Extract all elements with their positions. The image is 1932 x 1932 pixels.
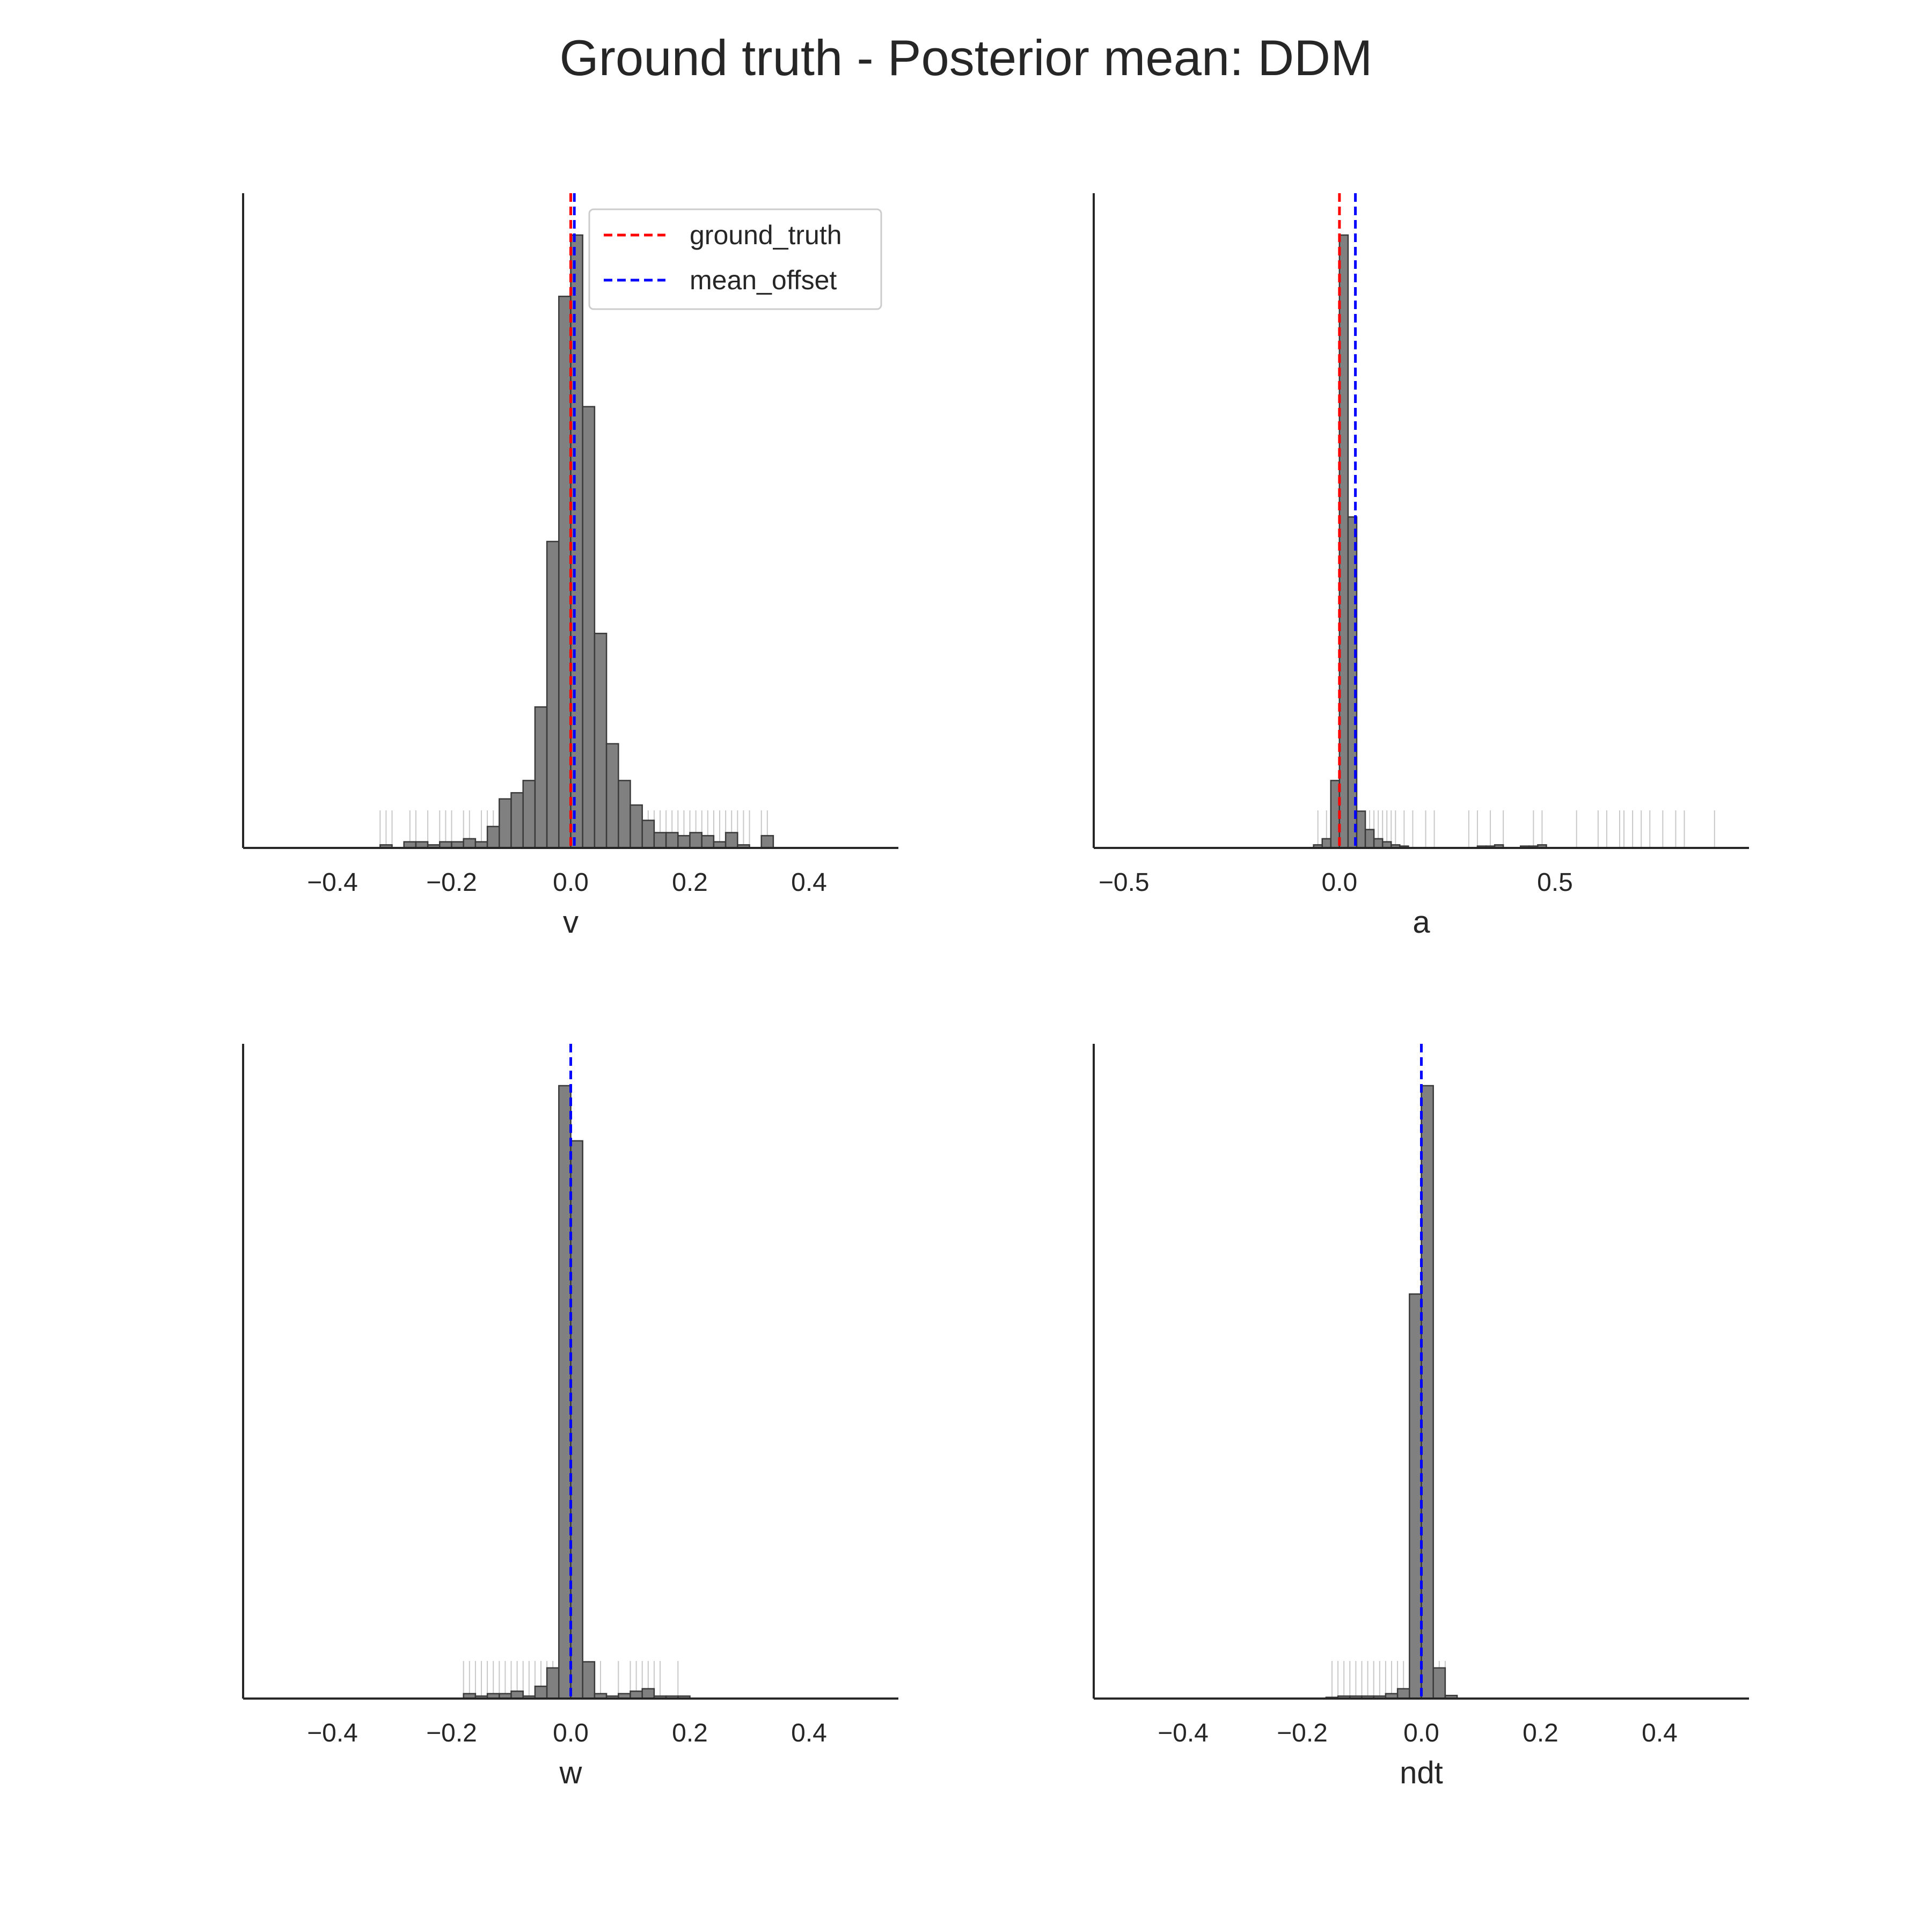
x-tick-label: 0.2	[672, 868, 708, 897]
subplot-w: −0.4 −0.2 0.0 0.2 0.4 w	[242, 1044, 898, 1790]
histogram-bar	[605, 743, 619, 849]
x-tick-label: −0.2	[426, 868, 477, 897]
x-tick-label: 0.2	[672, 1719, 708, 1747]
histogram-bar	[510, 1690, 524, 1700]
histogram-bar	[1396, 1688, 1410, 1700]
subplot-grid: −0.4 −0.2 0.0 0.2 0.4 v ground_truth mean_offse…	[242, 193, 1749, 1790]
x-tick-label: −0.4	[1158, 1719, 1209, 1747]
histogram-bar	[641, 819, 655, 849]
histogram-bar	[463, 838, 477, 849]
figure-title: Ground truth - Posterior mean: DDM	[560, 30, 1373, 86]
histogram-bar	[618, 780, 631, 849]
histogram-bar	[546, 1667, 560, 1700]
histogram-bar	[1321, 838, 1332, 849]
histogram-bar	[1409, 1293, 1422, 1700]
x-tick-label: 0.2	[1523, 1719, 1558, 1747]
histogram-bar	[582, 406, 596, 849]
histogram-bar	[570, 1140, 583, 1700]
histogram-bar	[534, 706, 548, 849]
histogram-bar	[546, 540, 560, 849]
histogram-bar	[630, 1690, 643, 1700]
x-tick-label: −0.5	[1099, 868, 1150, 897]
x-tick-label: 0.0	[553, 1719, 589, 1747]
histogram-bar	[630, 804, 643, 849]
histogram-bar	[1373, 838, 1384, 849]
x-tick-label: −0.2	[426, 1719, 477, 1747]
subplot-ndt: −0.4 −0.2 0.0 0.2 0.4 ndt	[1093, 1044, 1749, 1790]
x-axis-label: ndt	[1400, 1755, 1443, 1790]
histogram-bar	[665, 832, 679, 849]
histogram-bar	[1364, 829, 1375, 849]
histogram-bar	[653, 832, 667, 849]
histogram-bar	[677, 835, 691, 849]
histogram-bar	[558, 1085, 572, 1700]
histogram-bar	[641, 1688, 655, 1700]
x-tick-label: 0.4	[791, 1719, 827, 1747]
histogram-bar	[1421, 1085, 1434, 1700]
x-tick-label: 0.5	[1537, 868, 1573, 897]
histogram-bar	[701, 835, 715, 849]
histogram-bar	[499, 798, 512, 849]
legend: ground_truth mean_offset	[588, 208, 882, 310]
x-tick-label: −0.4	[307, 1719, 358, 1747]
histogram-bar	[1432, 1667, 1446, 1700]
x-tick-label: 0.4	[1642, 1719, 1678, 1747]
histogram-bar	[689, 832, 702, 849]
histogram-bar	[760, 835, 774, 849]
x-tick-label: −0.2	[1277, 1719, 1328, 1747]
subplot-v: −0.4 −0.2 0.0 0.2 0.4 v ground_truth mean_offse…	[242, 193, 898, 940]
x-axis-label: w	[559, 1755, 583, 1790]
histogram-bar	[724, 832, 738, 849]
x-tick-label: 0.0	[1322, 868, 1358, 897]
histogram-bar	[570, 234, 583, 849]
x-tick-label: 0.0	[1403, 1719, 1439, 1747]
legend-label: mean_offset	[690, 265, 837, 295]
subplot-a: −0.5 0.0 0.5 a	[1093, 193, 1749, 940]
x-tick-label: 0.0	[553, 868, 589, 897]
x-tick-label: −0.4	[307, 868, 358, 897]
histogram-bar	[1338, 234, 1349, 849]
x-tick-label: 0.4	[791, 868, 827, 897]
legend-label: ground_truth	[690, 220, 842, 250]
x-axis-label: a	[1413, 905, 1430, 940]
histogram-bar	[1356, 810, 1366, 849]
histogram-bar	[486, 825, 500, 849]
histogram-bar	[534, 1685, 548, 1700]
histogram-bar	[582, 1661, 596, 1700]
histogram-bar	[522, 780, 536, 849]
x-axis-label: v	[563, 905, 579, 940]
histogram-bar	[558, 295, 572, 849]
histogram-bar	[510, 792, 524, 849]
histogram-bar	[594, 633, 608, 849]
